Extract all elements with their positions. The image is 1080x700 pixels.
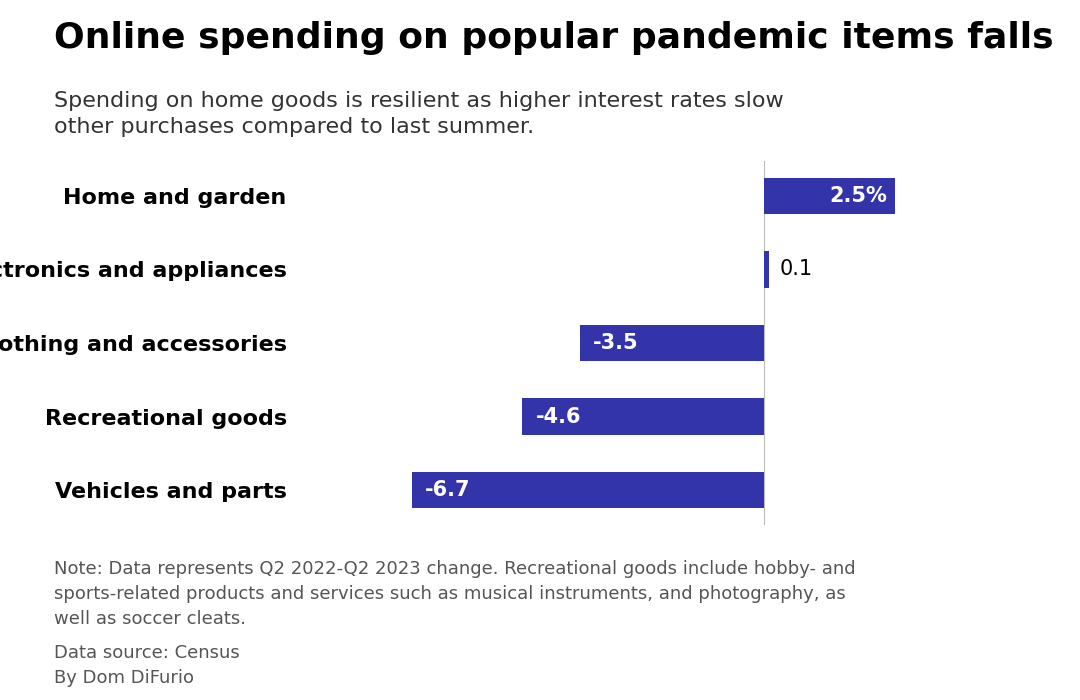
Text: -4.6: -4.6 [536, 407, 581, 426]
Text: 2.5%: 2.5% [829, 186, 887, 206]
Bar [580, 325, 764, 361]
Text: Spending on home goods is resilient as higher interest rates slow
other purchase: Spending on home goods is resilient as h… [54, 91, 784, 137]
Bar [413, 472, 764, 508]
Text: -6.7: -6.7 [426, 480, 471, 500]
Bar [523, 398, 764, 435]
Text: 0.1: 0.1 [780, 260, 812, 279]
Text: Online spending on popular pandemic items falls: Online spending on popular pandemic item… [54, 21, 1054, 55]
Text: Data source: Census
By Dom DiFurio: Data source: Census By Dom DiFurio [54, 644, 240, 687]
Bar [764, 178, 895, 214]
Text: -3.5: -3.5 [593, 333, 639, 353]
Text: Note: Data represents Q2 2022-Q2 2023 change. Recreational goods include hobby- : Note: Data represents Q2 2022-Q2 2023 ch… [54, 560, 855, 628]
Bar [764, 251, 769, 288]
